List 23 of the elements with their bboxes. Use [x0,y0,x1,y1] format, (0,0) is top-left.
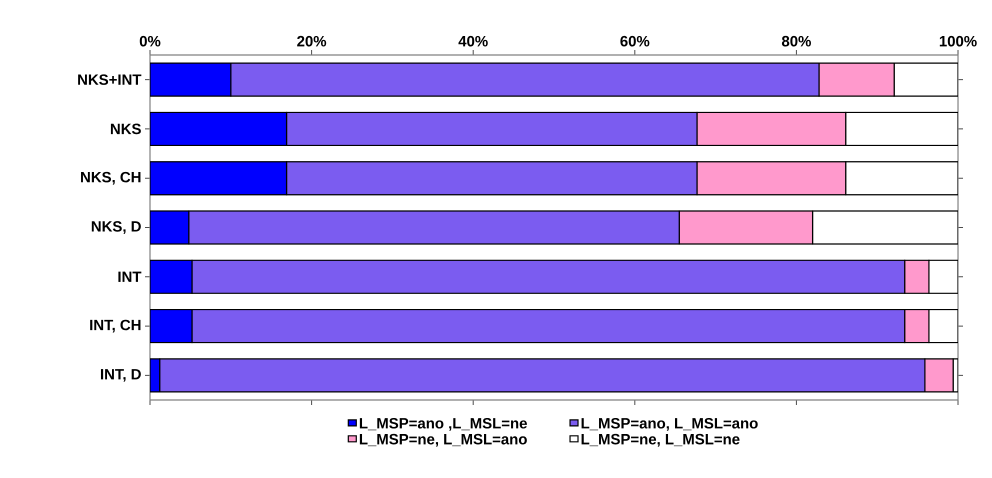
y-tick-label: INT, D [100,369,141,382]
y-tick-label: NKS+INT [78,74,142,85]
y-tick-label: INT, CH [90,320,140,332]
x-tick-label: 60% [620,36,650,46]
legend-label: L_MSP=ne, L_MSL=ne [582,434,740,447]
legend-label: L_MSP=ano, L_MSL=ano [582,418,758,431]
y-tick-label: NKS, CH [81,172,140,185]
bar [150,62,232,97]
y-tick-label: NKS, D [92,221,141,234]
y-tick-label: INT [118,272,142,282]
legend-label: L_MSP=ne, L_MSL=ano [360,434,527,447]
x-tick-label: 40% [458,36,488,46]
bar [150,210,190,245]
bar [150,112,288,146]
bar [150,308,193,344]
legend-label: L_MSP=ano ,L_MSL=ne [360,418,527,431]
bar [150,260,193,294]
x-tick-label: 0% [140,36,160,46]
x-tick-label: 100% [940,36,977,46]
bar [150,161,288,196]
x-tick-label: 80% [782,36,811,46]
y-tick-label: NKS [110,124,141,134]
x-tick-label: 20% [297,36,326,46]
